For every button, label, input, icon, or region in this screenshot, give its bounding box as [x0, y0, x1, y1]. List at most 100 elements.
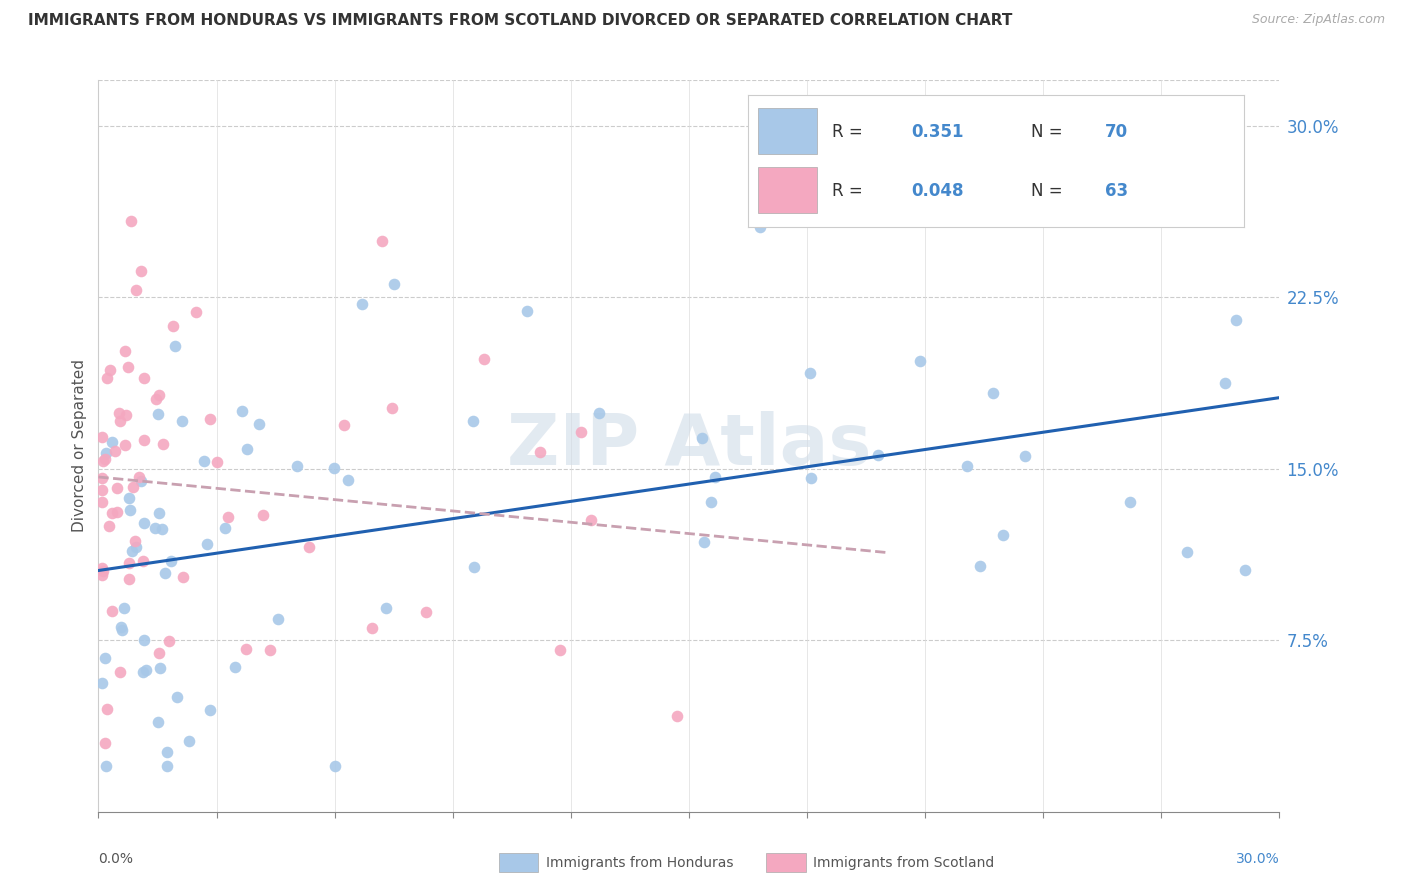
Point [361, 621, 384, 635]
Point [1119, 495, 1142, 509]
Point [800, 471, 823, 485]
Point [371, 234, 394, 248]
Point [160, 554, 183, 568]
Point [91, 471, 114, 485]
Point [100, 506, 122, 520]
Point [193, 453, 215, 467]
Y-axis label: Divorced or Separated: Divorced or Separated [72, 359, 87, 533]
Point [108, 414, 131, 428]
Point [101, 434, 124, 449]
Point [98, 519, 121, 533]
Point [105, 481, 128, 495]
Point [148, 388, 170, 402]
Point [101, 604, 124, 618]
Point [375, 601, 398, 615]
Point [166, 690, 188, 704]
Point [91, 568, 114, 582]
Point [118, 572, 141, 586]
Point [91, 564, 114, 578]
Point [381, 401, 404, 416]
Point [157, 634, 180, 648]
Point [704, 469, 727, 483]
Point [579, 513, 602, 527]
Point [134, 632, 156, 647]
Point [132, 554, 155, 568]
Point [124, 540, 146, 554]
Point [148, 507, 170, 521]
Point [200, 703, 222, 717]
Point [114, 438, 136, 452]
Point [472, 351, 495, 366]
Point [117, 359, 139, 374]
Point [461, 414, 484, 428]
Point [91, 561, 114, 575]
Point [118, 491, 141, 505]
Point [91, 495, 114, 509]
Point [569, 425, 592, 440]
Point [799, 366, 821, 380]
Point [132, 371, 155, 385]
Point [236, 442, 259, 456]
Text: Immigrants from Honduras: Immigrants from Honduras [546, 855, 733, 870]
Point [177, 733, 200, 747]
Point [332, 418, 354, 433]
Point [163, 339, 186, 353]
Point [91, 676, 114, 690]
Point [94, 445, 117, 459]
Point [128, 469, 150, 483]
Point [149, 660, 172, 674]
Point [96, 702, 118, 716]
Point [247, 417, 270, 431]
Point [120, 503, 142, 517]
Text: IMMIGRANTS FROM HONDURAS VS IMMIGRANTS FROM SCOTLAND DIVORCED OR SEPARATED CORRE: IMMIGRANTS FROM HONDURAS VS IMMIGRANTS F… [28, 13, 1012, 29]
Point [145, 392, 167, 406]
Point [172, 570, 194, 584]
Point [112, 600, 135, 615]
Point [120, 214, 142, 228]
Point [118, 556, 141, 570]
Point [749, 220, 772, 235]
Point [91, 430, 114, 444]
Point [993, 527, 1015, 541]
Point [298, 540, 321, 554]
Point [156, 745, 179, 759]
Point [665, 709, 688, 723]
Point [153, 566, 176, 581]
Point [107, 505, 129, 519]
Point [125, 284, 148, 298]
Point [146, 714, 169, 729]
Point [94, 650, 117, 665]
Point [983, 385, 1005, 400]
Point [115, 408, 138, 422]
Point [129, 474, 152, 488]
Point [956, 458, 979, 473]
Point [969, 559, 991, 574]
Point [690, 431, 713, 445]
Point [1233, 563, 1256, 577]
Point [129, 264, 152, 278]
Point [110, 620, 132, 634]
Point [91, 483, 114, 497]
Point [146, 407, 169, 421]
Point [94, 452, 117, 467]
Point [111, 624, 134, 638]
Point [108, 407, 131, 421]
Point [1215, 376, 1237, 390]
Point [132, 665, 155, 679]
Point [132, 516, 155, 530]
Point [415, 605, 437, 619]
Point [96, 759, 118, 773]
Point [463, 559, 485, 574]
Point [323, 461, 346, 475]
Point [1175, 545, 1198, 559]
Point [152, 437, 174, 451]
Point [124, 534, 146, 549]
Point [217, 509, 239, 524]
Point [205, 455, 228, 469]
Point [98, 363, 121, 377]
Point [266, 611, 288, 625]
Point [122, 480, 145, 494]
Point [148, 646, 170, 660]
Point [350, 297, 373, 311]
Point [150, 522, 173, 536]
